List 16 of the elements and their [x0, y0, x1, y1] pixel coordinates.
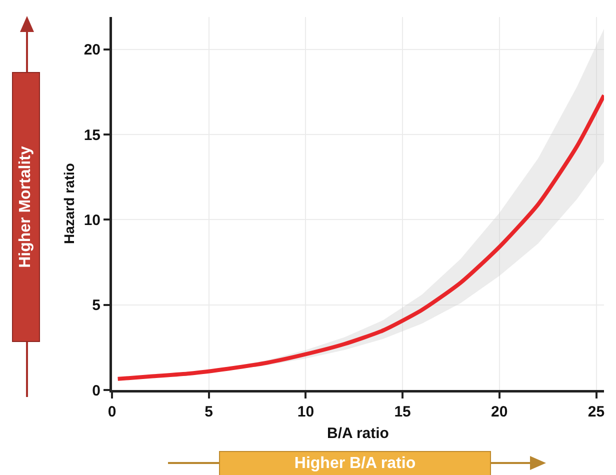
y-axis-title: Hazard ratio [61, 163, 78, 244]
x-axis-title: B/A ratio [327, 424, 389, 442]
x-tick-label: 25 [588, 404, 605, 420]
line-series [116, 93, 604, 381]
y-tick-label: 15 [84, 126, 100, 144]
x-tick-label: 10 [297, 404, 314, 420]
label-box: Higher Mortality [12, 72, 40, 342]
x-tick-label: 5 [204, 404, 214, 420]
x-tick-label: 0 [108, 404, 116, 420]
x-tick-label: 20 [491, 404, 508, 420]
y-tick-label: 0 [92, 382, 100, 400]
x-tick-label: 15 [394, 404, 411, 420]
y-tick-label: 20 [84, 42, 100, 59]
y-tick-label: 10 [84, 212, 100, 229]
y-tick-label: 5 [92, 297, 100, 314]
label-box: Higher B/A ratio [219, 451, 491, 475]
